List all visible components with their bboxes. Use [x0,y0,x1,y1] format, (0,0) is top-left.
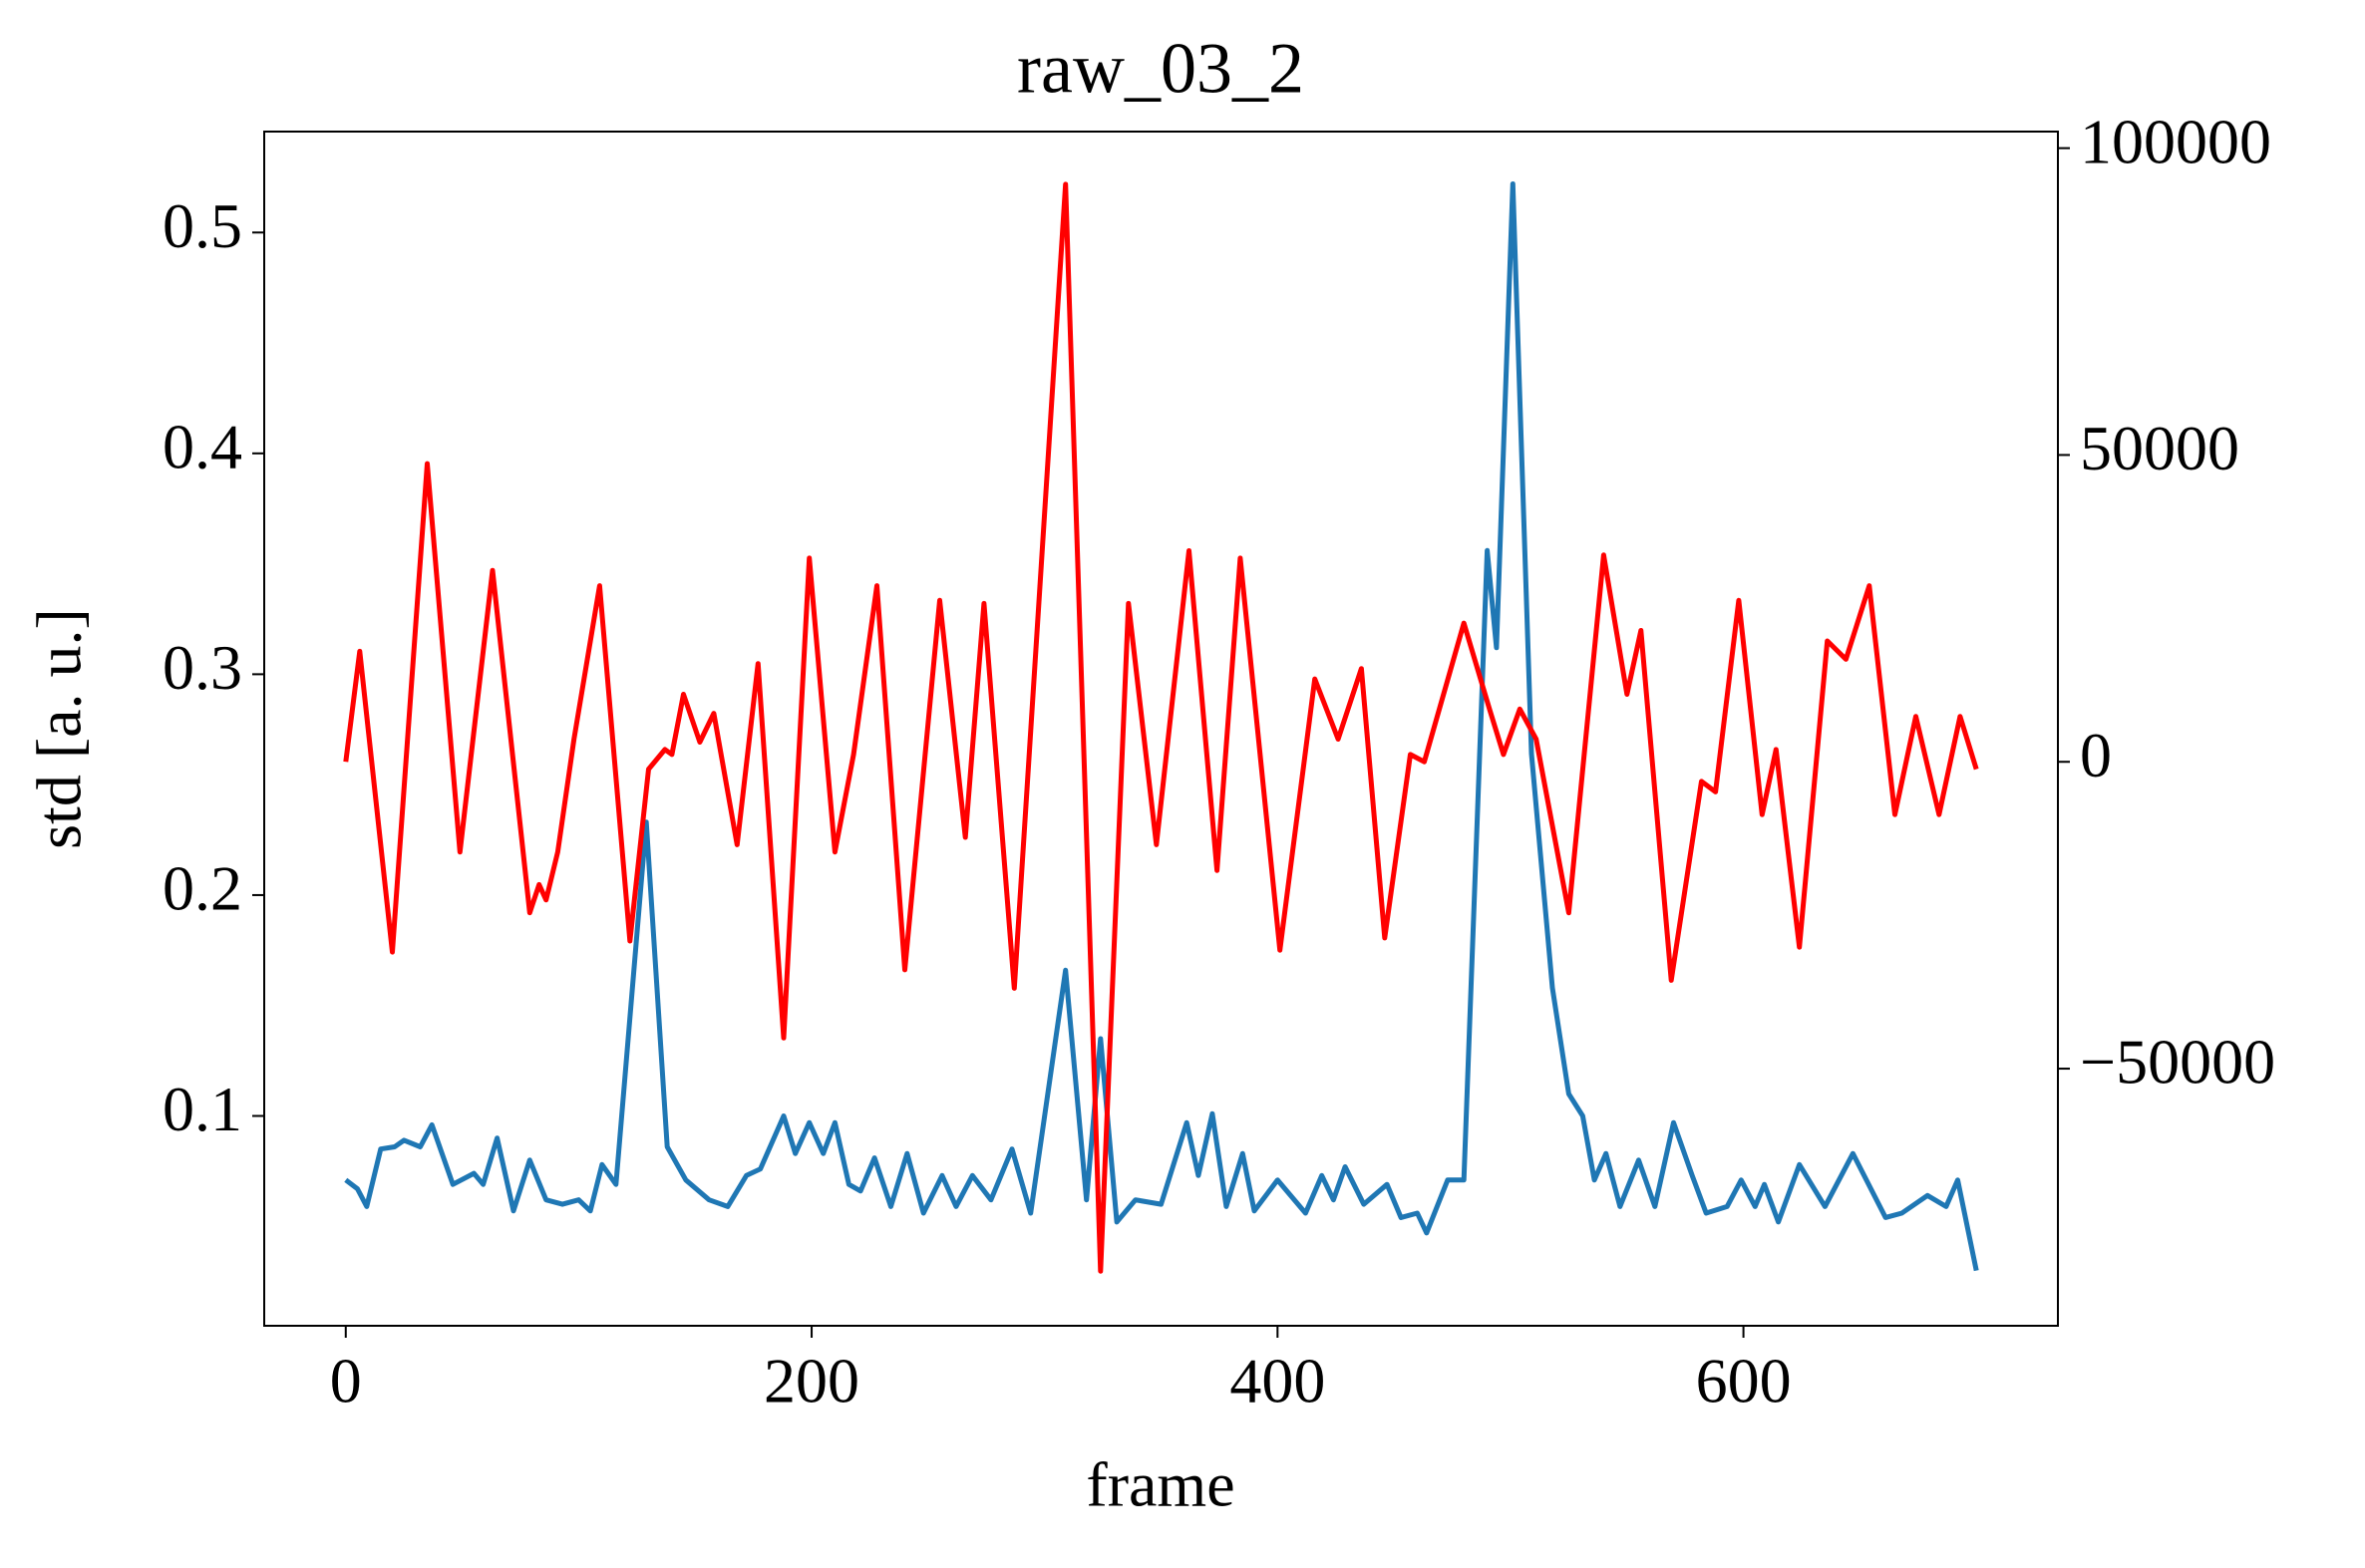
line-series [343,181,1979,1274]
x-tick-label: 400 [1229,1346,1325,1416]
y2-tick-label: 50000 [2080,413,2239,483]
y-tick-label: 0.2 [163,853,242,924]
y2-tick-label: 100000 [2080,106,2271,176]
x-tick-label: 600 [1696,1346,1792,1416]
line-series [344,181,1979,1272]
plot-frame [263,131,2059,1327]
y-tick-label: 0.5 [163,190,242,261]
x-axis-label: frame [1086,1449,1234,1520]
chart-title: raw_03_2 [1017,29,1304,109]
y2-tick-label: −50000 [2080,1027,2275,1098]
x-tick-label: 200 [764,1346,859,1416]
y-axis-label: std [a. u.] [24,608,95,849]
y2-tick-label: 0 [2080,720,2112,790]
x-tick-label: 0 [330,1346,362,1416]
y-tick-label: 0.3 [163,632,242,703]
y-tick-label: 0.1 [163,1074,242,1144]
y-tick-label: 0.4 [163,412,242,482]
